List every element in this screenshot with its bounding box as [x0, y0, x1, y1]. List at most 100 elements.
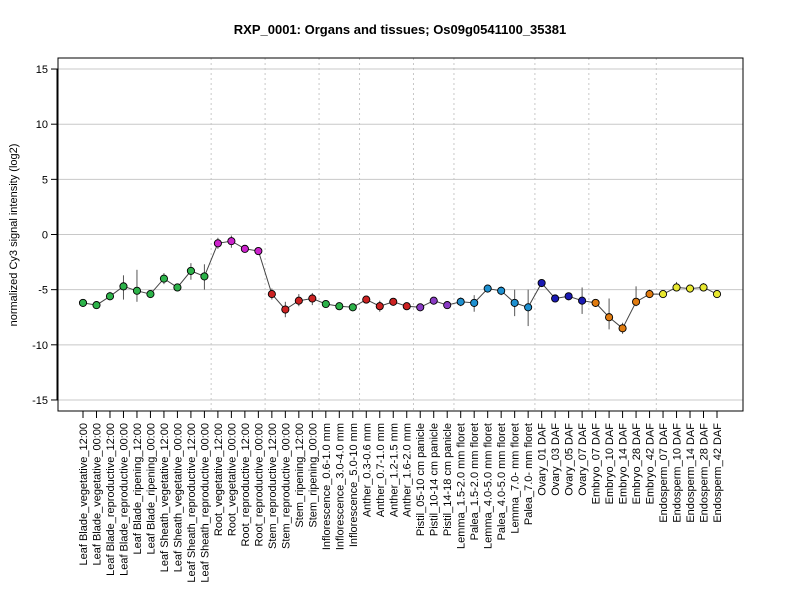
x-tick-label: Leaf Sheath_vegetative_00:00 [172, 423, 184, 572]
data-point [294, 296, 303, 305]
x-tick-label: Inflorescence_0.6-1.0 mm [321, 423, 333, 550]
data-point [159, 274, 168, 283]
chart-title: RXP_0001: Organs and tissues; Os09g05411… [234, 22, 566, 37]
data-point [591, 298, 600, 307]
y-tick-label: 15 [36, 64, 48, 76]
y-tick-label: 5 [42, 174, 48, 186]
data-point [186, 266, 195, 275]
x-tick-label: Inflorescence_5.0-10 mm [348, 423, 360, 547]
data-point [240, 244, 249, 253]
data-point [456, 297, 465, 306]
data-point [335, 302, 344, 311]
data-point [119, 282, 128, 291]
y-axis: -15 -10 -5 0 5 10 15 [32, 64, 58, 407]
data-point [699, 283, 708, 292]
gridlines [58, 68, 743, 401]
data-points [78, 237, 722, 333]
x-tick-label: Leaf Blade_ripening_00:00 [145, 423, 157, 555]
group-separators [210, 58, 657, 411]
data-point [321, 299, 330, 309]
x-tick-label: Inflorescence_3.0-4.0 mm [334, 423, 346, 550]
data-point [281, 305, 290, 314]
x-tick-label: Stem_ripening_12:00 [294, 423, 306, 528]
x-tick-label: Embryo_14 DAF [618, 423, 630, 505]
data-point [78, 298, 88, 307]
x-axis: Leaf Blade_vegetative_12:00 Leaf Blade_ve… [78, 411, 724, 583]
data-point [105, 292, 115, 301]
data-point [389, 297, 398, 306]
x-tick-label: Lemma_7.0- mm floret [510, 423, 522, 534]
data-point [564, 292, 573, 301]
data-point [267, 290, 276, 299]
data-point [348, 303, 357, 312]
x-tick-label: Endosperm_07 DAF [658, 423, 670, 523]
data-point [92, 301, 101, 310]
data-point [402, 302, 411, 311]
x-tick-label: Lemma_4.0-5.0 mm floret [483, 423, 495, 549]
x-tick-label: Anther_0.7-1.0 mm [375, 423, 387, 517]
x-tick-label: Stem_reproductive_12:00 [267, 423, 279, 549]
data-point [685, 284, 695, 293]
x-tick-label: Root_reproductive_12:00 [240, 423, 252, 547]
x-tick-label: Palea_1.5-2.0 mm floret [469, 423, 481, 540]
data-point [645, 290, 654, 299]
y-tick-label: 0 [42, 230, 48, 242]
x-tick-label: Leaf Blade_vegetative_12:00 [78, 423, 90, 566]
x-tick-label: Anther_1.6-2.0 mm [402, 423, 414, 517]
x-tick-label: Leaf Blade_reproductive_12:00 [105, 423, 117, 576]
x-tick-label: Endosperm_42 DAF [712, 423, 724, 523]
x-tick-label: Anther_1.2-1.5 mm [388, 423, 400, 517]
x-tick-label: Pistil_14-18 cm panicle [442, 423, 454, 536]
data-point [618, 324, 627, 333]
x-tick-label: Leaf Sheath_reproductive_12:00 [186, 423, 198, 583]
data-point [658, 290, 668, 299]
x-tick-label: Palea_7.0- mm floret [523, 423, 535, 525]
x-tick-label: Ovary_03 DAF [550, 423, 562, 496]
data-point [375, 302, 384, 311]
data-point [470, 298, 479, 307]
data-point [362, 295, 371, 304]
data-point [213, 239, 222, 248]
x-tick-label: Stem_reproductive_00:00 [280, 423, 292, 549]
data-point [497, 286, 506, 295]
x-tick-label: Endosperm_28 DAF [699, 423, 711, 523]
data-point [146, 290, 155, 299]
data-point [200, 272, 209, 281]
data-point [132, 286, 142, 295]
y-tick-label: -15 [32, 395, 48, 407]
x-tick-label: Endosperm_14 DAF [685, 423, 697, 523]
data-point [510, 298, 519, 307]
data-point [524, 303, 533, 312]
data-point [551, 294, 560, 303]
data-point [429, 296, 438, 305]
data-point [227, 237, 236, 246]
y-tick-label: -10 [32, 340, 48, 352]
y-tick-label: 10 [36, 119, 48, 131]
x-tick-label: Pistil_10-14 cm panicle [429, 423, 441, 536]
x-tick-label: Lemma_1.5-2.0 mm floret [456, 423, 468, 549]
data-point [173, 283, 182, 292]
data-point [578, 296, 587, 305]
data-point [308, 294, 317, 303]
x-tick-label: Stem_ripening_00:00 [307, 423, 319, 528]
x-tick-label: Ovary_07 DAF [577, 423, 589, 496]
data-point [712, 290, 722, 299]
data-point [672, 283, 681, 292]
x-tick-label: Leaf Sheath_reproductive_00:00 [199, 423, 211, 583]
x-tick-label: Anther_0.3-0.6 mm [361, 423, 373, 517]
x-tick-label: Root_reproductive_00:00 [253, 423, 265, 547]
x-tick-label: Leaf Blade_reproductive_00:00 [118, 423, 130, 576]
x-tick-label: Palea_4.0-5.0 mm floret [496, 423, 508, 540]
x-tick-label: Pistil_05-10 cm panicle [415, 423, 427, 536]
data-point [483, 284, 492, 293]
x-tick-label: Root_vegetative_00:00 [226, 423, 238, 536]
x-tick-label: Embryo_07 DAF [591, 423, 603, 505]
x-tick-label: Root_vegetative_12:00 [213, 423, 225, 536]
x-tick-label: Leaf Blade_vegetative_00:00 [91, 423, 103, 566]
x-tick-label: Leaf Blade_ripening_12:00 [132, 423, 144, 555]
x-tick-label: Embryo_10 DAF [604, 423, 616, 505]
x-tick-label: Embryo_28 DAF [631, 423, 643, 505]
y-axis-label: normalized Cy3 signal intensity (log2) [8, 144, 20, 327]
y-tick-label: -5 [38, 285, 48, 297]
